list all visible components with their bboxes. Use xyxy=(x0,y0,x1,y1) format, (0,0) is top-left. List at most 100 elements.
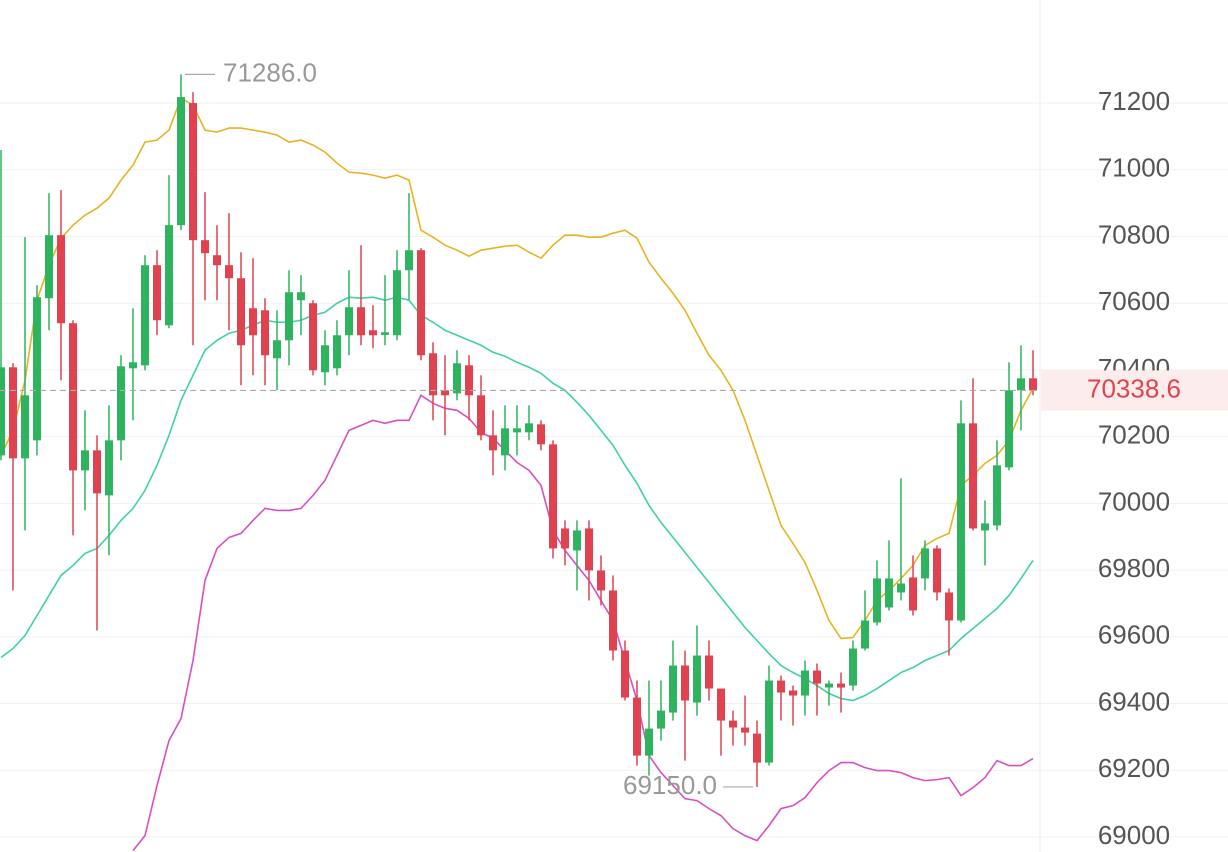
candle-body xyxy=(753,733,761,763)
candle-body xyxy=(177,97,185,226)
candle-body xyxy=(369,330,377,336)
candle-body xyxy=(909,577,917,611)
candle-body xyxy=(417,250,425,356)
candle-body xyxy=(381,332,389,335)
high-label: 71286.0 xyxy=(223,57,317,87)
candle-body xyxy=(237,278,245,346)
candle-body xyxy=(489,435,497,451)
candle-body xyxy=(165,225,173,326)
candle-body xyxy=(633,697,641,756)
candle-body xyxy=(129,362,137,369)
candle-body xyxy=(45,235,53,299)
y-tick-label: 70800 xyxy=(1098,219,1170,249)
candle-body xyxy=(873,578,881,623)
candle-body xyxy=(429,353,437,396)
candle-body xyxy=(309,303,317,371)
candle-body xyxy=(849,648,857,686)
candle-body xyxy=(93,450,101,494)
candle-body xyxy=(969,423,977,529)
candle-body xyxy=(741,727,749,733)
candle-body xyxy=(9,367,17,459)
candle-body xyxy=(681,665,689,701)
candle-body xyxy=(693,655,701,703)
candle-body xyxy=(765,680,773,763)
y-tick-label: 70600 xyxy=(1098,286,1170,316)
y-tick-label: 69400 xyxy=(1098,686,1170,716)
candle-body xyxy=(945,592,953,621)
plot-area xyxy=(0,74,1037,852)
candle-body xyxy=(105,440,113,496)
y-tick-label: 69200 xyxy=(1098,753,1170,783)
candle-body xyxy=(897,583,905,593)
candle-body xyxy=(261,310,269,356)
y-tick-label: 69000 xyxy=(1098,820,1170,850)
candle-body xyxy=(189,103,197,241)
candle-body xyxy=(597,570,605,591)
band-line xyxy=(0,96,1034,640)
band-line xyxy=(132,394,1034,852)
candle-body xyxy=(921,548,929,579)
candle-body xyxy=(57,235,65,324)
candle-body xyxy=(33,297,41,441)
candle-body xyxy=(477,395,485,436)
y-tick-label: 69600 xyxy=(1098,620,1170,650)
low-label: 69150.0 xyxy=(623,770,717,800)
candle-body xyxy=(345,307,353,336)
candle-body xyxy=(957,423,965,621)
candle-body xyxy=(729,720,737,728)
candle-body xyxy=(825,683,833,688)
y-tick-label: 71200 xyxy=(1098,86,1170,116)
candle-body xyxy=(285,292,293,341)
candle-body xyxy=(513,428,521,433)
candle-body xyxy=(69,323,77,471)
band-line xyxy=(0,296,1034,702)
candle-body xyxy=(981,523,989,531)
candle-body xyxy=(501,428,509,456)
candle-body xyxy=(21,395,29,459)
candle-body xyxy=(0,367,5,456)
y-tick-label: 70200 xyxy=(1098,420,1170,450)
candle-body xyxy=(249,308,257,336)
candle-body xyxy=(117,366,125,441)
candle-body xyxy=(321,345,329,373)
candle-body xyxy=(141,265,149,366)
candle-body xyxy=(669,665,677,713)
candle-body xyxy=(453,363,461,394)
candle-body xyxy=(993,465,1001,526)
candle-body xyxy=(933,548,941,593)
candle-body xyxy=(213,255,221,266)
candle-body xyxy=(201,240,209,254)
candle-body xyxy=(621,650,629,698)
candle-body xyxy=(657,710,665,729)
candle-body xyxy=(333,335,341,369)
candle-body xyxy=(573,530,581,551)
candle-body xyxy=(705,655,713,689)
candle-body xyxy=(405,250,413,271)
candle-body xyxy=(717,688,725,721)
last-price-box xyxy=(1041,370,1228,411)
candle-body xyxy=(837,683,845,688)
overlay: 71286.0 69150.0 70338.6 xyxy=(0,57,1228,800)
candle-body xyxy=(273,340,281,359)
last-price-label: 70338.6 xyxy=(1087,373,1181,403)
candle-body xyxy=(789,690,797,696)
candle-body xyxy=(549,444,557,549)
candle-body xyxy=(153,265,161,321)
candle-body xyxy=(525,423,533,433)
candle-body xyxy=(801,670,809,696)
candle-body xyxy=(1017,378,1025,391)
candle-body xyxy=(561,528,569,549)
candle-body xyxy=(1029,378,1037,391)
candle-body xyxy=(441,390,449,396)
candle-body xyxy=(465,365,473,396)
candle-body xyxy=(81,450,89,471)
candle-body xyxy=(357,307,365,336)
y-tick-label: 71000 xyxy=(1098,153,1170,183)
candle-body xyxy=(393,270,401,336)
y-tick-label: 70000 xyxy=(1098,486,1170,516)
candle-body xyxy=(609,590,617,651)
candle-body xyxy=(813,670,821,684)
candle-body xyxy=(885,578,893,608)
